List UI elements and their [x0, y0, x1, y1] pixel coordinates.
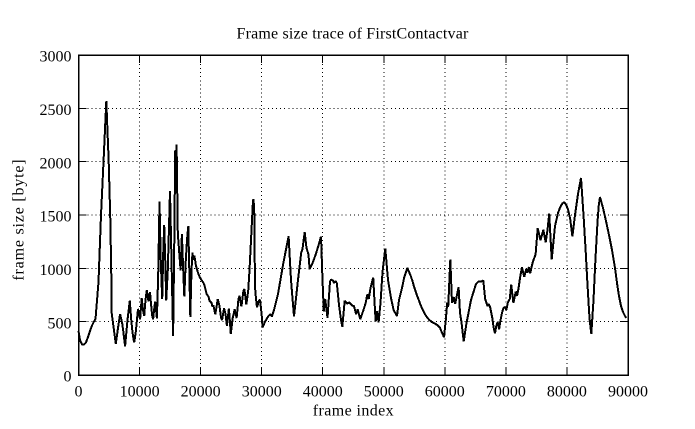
svg-text:30000: 30000 — [242, 384, 282, 401]
svg-text:Frame size trace of FirstConta: Frame size trace of FirstContactvar — [237, 26, 469, 43]
svg-text:90000: 90000 — [608, 384, 648, 401]
svg-text:500: 500 — [48, 315, 72, 332]
svg-text:1000: 1000 — [40, 262, 72, 279]
svg-text:2000: 2000 — [40, 155, 72, 172]
svg-text:80000: 80000 — [547, 384, 587, 401]
svg-text:40000: 40000 — [303, 384, 343, 401]
svg-text:20000: 20000 — [181, 384, 221, 401]
svg-text:50000: 50000 — [364, 384, 404, 401]
svg-text:10000: 10000 — [120, 384, 160, 401]
svg-text:1500: 1500 — [40, 209, 72, 226]
svg-text:0: 0 — [64, 369, 72, 386]
svg-text:3000: 3000 — [40, 49, 72, 66]
svg-text:frame size [byte]: frame size [byte] — [11, 159, 28, 281]
svg-text:0: 0 — [75, 384, 83, 401]
svg-text:60000: 60000 — [425, 384, 465, 401]
svg-text:70000: 70000 — [486, 384, 526, 401]
svg-text:2500: 2500 — [40, 102, 72, 119]
svg-text:frame index: frame index — [313, 403, 394, 420]
